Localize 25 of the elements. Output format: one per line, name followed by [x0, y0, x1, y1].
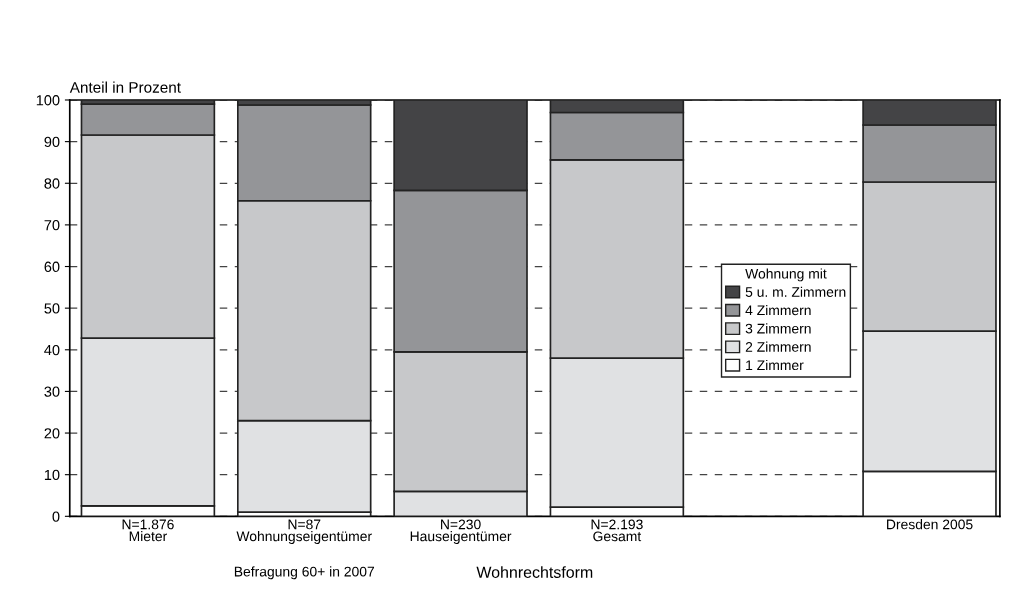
y-tick-label: 30 — [44, 386, 60, 397]
legend-label: 4 Zimmern — [745, 305, 811, 316]
text: Befragung 60+ in 2007 — [234, 566, 375, 580]
y-tick-label: 90 — [44, 136, 60, 148]
x-tick-label: N=87 Wohnungseigentümer — [236, 519, 372, 544]
x-axis-title: Wohnrechtsform — [476, 566, 593, 578]
x-tick-label: N=1.876 Mieter — [122, 519, 174, 542]
y-axis-title: Anteil in Prozent — [69, 81, 181, 93]
x-tick-label: Dresden 2005 — [887, 519, 973, 530]
legend-title: Wohnung mit — [745, 268, 827, 282]
y-tick-label: 20 — [44, 428, 60, 439]
x-tick-label: N=230 Hauseigentümer — [410, 519, 512, 544]
legend-label: 1 Zimmer — [746, 359, 804, 371]
y-tick-label: 40 — [44, 344, 60, 356]
x-tick-label: N=2.193 Gesamt — [591, 519, 643, 542]
legend-label: 5 u. m. Zimmern — [745, 286, 846, 297]
y-tick-label: 100 — [36, 95, 60, 106]
y-tick-label: 80 — [44, 178, 60, 189]
y-tick-label: 70 — [44, 219, 60, 231]
legend-label: 3 Zimmern — [745, 323, 811, 334]
y-tick-label: 50 — [44, 303, 60, 314]
y-tick-label: 60 — [44, 261, 60, 272]
y-tick-label: 0 — [52, 511, 60, 522]
legend-label: 2 Zimmern — [745, 341, 811, 352]
y-tick-label: 10 — [44, 469, 60, 481]
